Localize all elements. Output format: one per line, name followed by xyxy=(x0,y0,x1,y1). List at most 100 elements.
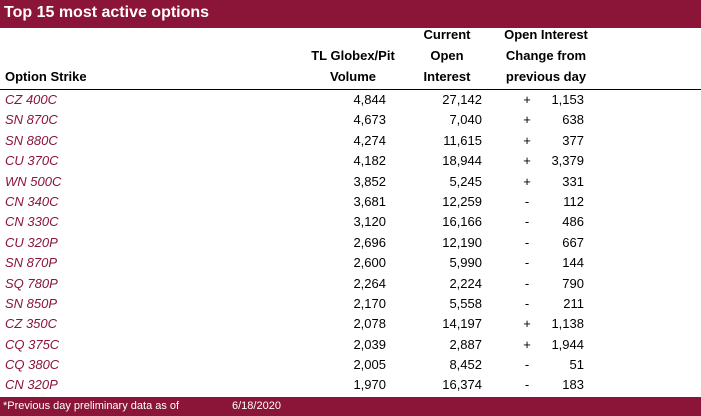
table-title: Top 15 most active options xyxy=(4,4,210,21)
open-interest-cell: 7,040 xyxy=(449,112,482,128)
change-value-cell: 1,153 xyxy=(551,92,584,107)
header-line: Volume xyxy=(330,69,376,84)
open-interest-cell: 8,452 xyxy=(449,357,482,373)
change-value-cell: 112 xyxy=(563,193,584,209)
change-sign-cell: + xyxy=(523,336,531,352)
option-strike-cell: CZ 400C xyxy=(5,92,58,107)
header-line: Interest xyxy=(423,69,471,84)
change-sign-cell: + xyxy=(523,92,531,107)
option-strike-cell: CN 320P xyxy=(5,377,58,393)
change-sign-cell: + xyxy=(523,153,531,169)
footer-bar: *Previous day preliminary data as of 6/1… xyxy=(0,397,701,416)
change-sign-cell: - xyxy=(524,234,530,250)
open-interest-cell: 12,190 xyxy=(442,234,482,250)
change-sign-cell: - xyxy=(524,275,530,291)
change-sign-cell: + xyxy=(523,316,531,332)
table-row: SN 850P 2,170 5,558 - 211 xyxy=(0,294,701,314)
volume-cell: 3,120 xyxy=(353,214,386,230)
option-strike-cell: SN 850P xyxy=(5,295,58,311)
volume-cell: 2,600 xyxy=(353,255,386,271)
volume-cell: 3,852 xyxy=(353,173,386,189)
volume-cell: 2,170 xyxy=(353,295,386,311)
table-row: CQ 375C 2,039 2,887 +1,944 xyxy=(0,335,701,355)
footer-note: *Previous day preliminary data as of xyxy=(3,400,180,412)
table-body: CZ 400C 4,844 27,142 +1,153 SN 870C 4,673 7,04… xyxy=(0,90,701,396)
open-interest-cell: 27,142 xyxy=(442,92,482,107)
header-line: Open xyxy=(430,48,464,63)
change-sign-cell: - xyxy=(524,357,530,373)
option-strike-cell: CQ 375C xyxy=(5,336,60,352)
change-sign-cell: + xyxy=(523,173,531,189)
volume-cell: 4,182 xyxy=(353,153,386,169)
change-value-cell: 790 xyxy=(562,275,584,291)
option-strike-cell: CN 340C xyxy=(5,193,59,209)
volume-cell: 2,696 xyxy=(353,234,386,250)
option-strike-cell: SN 870P xyxy=(5,255,58,271)
change-value-cell: 377 xyxy=(562,132,584,148)
open-interest-cell: 5,245 xyxy=(449,173,482,189)
header-open-interest: Current Open Interest xyxy=(412,24,482,87)
change-value-cell: 3,379 xyxy=(551,153,584,169)
table-row: CU 370C 4,182 18,944 +3,379 xyxy=(0,151,701,171)
footer-date: 6/18/2020 xyxy=(232,400,281,412)
volume-cell: 2,264 xyxy=(353,275,386,291)
header-line: Current xyxy=(423,27,471,42)
open-interest-cell: 5,990 xyxy=(449,255,482,271)
title-bar: Top 15 most active options xyxy=(0,0,701,28)
header-volume: TL Globex/Pit Volume xyxy=(300,45,406,87)
option-strike-cell: CZ 350C xyxy=(5,316,58,332)
table-row: SN 870P 2,600 5,990 - 144 xyxy=(0,253,701,273)
volume-cell: 3,681 xyxy=(353,193,386,209)
change-value-cell: 486 xyxy=(562,214,584,230)
header-line: Open Interest xyxy=(504,27,588,42)
table-row: SN 880C 4,274 11,615 +377 xyxy=(0,131,701,151)
table-row: CN 320P 1,970 16,374 - 183 xyxy=(0,375,701,395)
table-row: CN 330C 3,120 16,166 - 486 xyxy=(0,212,701,232)
option-strike-cell: SN 880C xyxy=(5,132,58,148)
header-oi-change: Open Interest Change from previous day xyxy=(490,24,602,87)
volume-cell: 2,078 xyxy=(353,316,386,332)
table-row: CZ 350C 2,078 14,197 +1,138 xyxy=(0,314,701,334)
change-value-cell: 331 xyxy=(562,173,584,189)
volume-cell: 4,673 xyxy=(353,112,386,128)
table-row: CU 320P 2,696 12,190 - 667 xyxy=(0,233,701,253)
volume-cell: 2,039 xyxy=(353,336,386,352)
header-line: Option Strike xyxy=(5,69,87,84)
header-option-strike: Option Strike xyxy=(5,66,87,87)
volume-cell: 4,274 xyxy=(353,132,386,148)
table-row: WN 500C 3,852 5,245 +331 xyxy=(0,172,701,192)
header-line: Change from xyxy=(505,48,587,63)
open-interest-cell: 5,558 xyxy=(449,295,482,311)
change-value-cell: 638 xyxy=(562,112,584,128)
open-interest-cell: 12,259 xyxy=(442,193,482,209)
volume-cell: 4,844 xyxy=(353,92,386,107)
option-strike-cell: CU 370C xyxy=(5,153,59,169)
change-sign-cell: - xyxy=(524,377,530,393)
table-row: CZ 400C 4,844 27,142 +1,153 xyxy=(0,90,701,110)
volume-cell: 2,005 xyxy=(353,357,386,373)
option-strike-cell: CQ 380C xyxy=(5,357,60,373)
change-value-cell: 667 xyxy=(562,234,584,250)
change-value-cell: 51 xyxy=(569,357,584,373)
change-value-cell: 1,138 xyxy=(551,316,584,332)
option-strike-cell: CN 330C xyxy=(5,214,59,230)
change-value-cell: 144 xyxy=(562,255,584,271)
table-row: SQ 780P 2,264 2,224 - 790 xyxy=(0,274,701,294)
change-sign-cell: - xyxy=(524,214,530,230)
option-strike-cell: WN 500C xyxy=(5,173,62,189)
open-interest-cell: 16,374 xyxy=(442,377,482,393)
option-strike-cell: SN 870C xyxy=(5,112,58,128)
header-divider xyxy=(0,89,701,90)
change-value-cell: 183 xyxy=(562,377,584,393)
table-row: CN 340C 3,681 12,259 - 112 xyxy=(0,192,701,212)
header-line: TL Globex/Pit xyxy=(311,48,395,63)
open-interest-cell: 18,944 xyxy=(442,153,482,169)
option-strike-cell: SQ 780P xyxy=(5,275,58,291)
change-sign-cell: + xyxy=(523,132,531,148)
change-sign-cell: + xyxy=(523,112,531,128)
header-line: previous day xyxy=(505,69,587,84)
open-interest-cell: 2,224 xyxy=(449,275,482,291)
open-interest-cell: 11,615 xyxy=(443,132,482,148)
table-row: CQ 380C 2,005 8,452 - 51 xyxy=(0,355,701,375)
change-sign-cell: - xyxy=(524,295,530,311)
